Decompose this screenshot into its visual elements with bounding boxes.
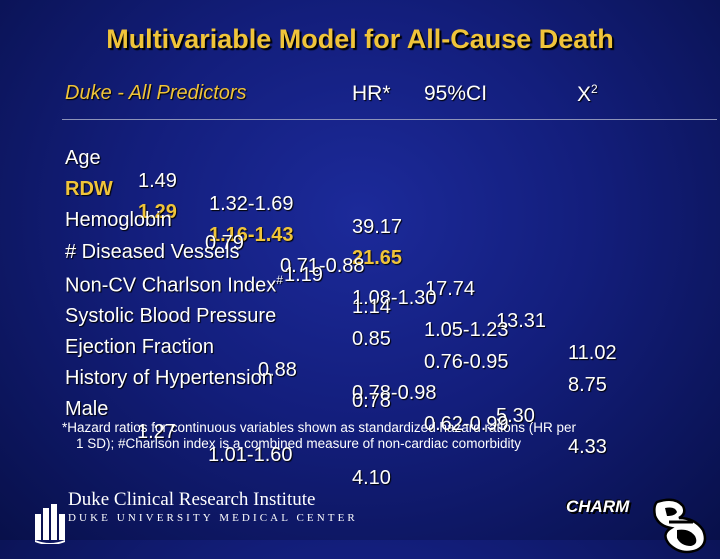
predictor-chi2: 4.10 xyxy=(352,467,391,489)
predictor-hr: 1.29 xyxy=(138,201,177,223)
predictor-ci: 1.16-1.43 xyxy=(209,224,294,246)
predictor-row-charlson-index: Non-CV Charlson Index# 1.14 1.05-1.23 11… xyxy=(65,250,617,365)
predictor-ci: 1.05-1.23 xyxy=(424,319,509,341)
charm-heart-emblem-icon xyxy=(640,478,707,554)
charm-logo: CHARM xyxy=(566,497,630,516)
institute-subtitle: DUKE UNIVERSITY MEDICAL CENTER xyxy=(68,512,358,524)
duke-chapel-icon xyxy=(24,486,65,545)
predictor-hr: 1.27 xyxy=(137,421,176,443)
predictor-name: History of Hypertension xyxy=(65,367,273,389)
slide-title: Multivariable Model for All-Cause Death xyxy=(106,24,614,54)
predictor-ci: 0.62-0.99 xyxy=(424,413,509,435)
predictor-chi2: 5.30 xyxy=(496,405,535,427)
predictor-row-systolic-bp: Systolic Blood Pressure 0.85 0.76-0.95 8… xyxy=(65,282,607,397)
predictor-ci: 0.78-0.98 xyxy=(352,382,437,404)
predictor-hr: 0.79 xyxy=(205,232,244,254)
predictor-name: Ejection Fraction xyxy=(65,336,214,358)
predictor-name: Age xyxy=(65,147,101,169)
predictor-hr: 0.85 xyxy=(352,328,391,350)
predictor-row-male: Male 1.27 1.01-1.60 4.10 xyxy=(65,375,391,490)
predictor-ci: 1.32-1.69 xyxy=(209,193,294,215)
predictor-row-rdw: RDW 1.29 1.16-1.43 21.65 xyxy=(65,155,402,270)
predictor-chi2: 39.17 xyxy=(352,216,403,238)
predictor-hr: 1.14 xyxy=(352,296,391,318)
footnote-marker: # xyxy=(276,273,283,287)
predictor-name: RDW xyxy=(65,178,113,200)
predictor-name: # Diseased Vessels xyxy=(65,241,240,263)
predictor-row-hypertension: History of Hypertension 0.78 0.62-0.99 4… xyxy=(65,344,607,459)
predictor-name: Hemoglobin xyxy=(65,209,172,231)
predictor-ci: 0.71-0.88 xyxy=(280,255,365,277)
predictor-row-hemoglobin: Hemoglobin 0.79 0.71-0.88 17.74 xyxy=(65,186,475,301)
predictor-ci: 1.01-1.60 xyxy=(208,444,293,466)
predictor-chi2: 13.31 xyxy=(496,310,547,332)
predictor-chi2: 21.65 xyxy=(352,247,403,269)
predictor-hr: 0.88 xyxy=(258,359,297,381)
table-header-hr: HR* xyxy=(352,82,391,105)
predictor-row-diseased-vessels: # Diseased Vessels 1.19 1.08-1.30 13.31 xyxy=(65,218,546,333)
predictor-chi2: 11.02 xyxy=(568,342,617,364)
predictor-chi2: 4.33 xyxy=(568,436,607,458)
predictor-hr: 0.78 xyxy=(352,390,391,412)
footnote-line-1: *Hazard ratios for continuous variables … xyxy=(62,420,577,435)
footnote-line-2: 1 SD); #Charlson index is a combined mea… xyxy=(76,436,521,451)
footnote: *Hazard ratios for continuous variables … xyxy=(62,420,702,452)
table-header-label: Duke - All Predictors xyxy=(65,82,247,104)
predictor-chi2: 17.74 xyxy=(425,278,476,300)
predictor-hr: 1.49 xyxy=(138,170,177,192)
predictor-row-ejection-fraction: Ejection Fraction 0.88 0.78-0.98 5.30 xyxy=(65,313,535,428)
predictor-ci: 1.08-1.30 xyxy=(352,287,437,309)
predictor-ci: 0.76-0.95 xyxy=(424,351,509,373)
predictor-row-age: Age 1.49 1.32-1.69 39.17 xyxy=(65,124,402,239)
predictor-name: Non-CV Charlson Index# xyxy=(65,273,283,297)
table-header-ci: 95%CI xyxy=(424,82,488,105)
header-divider xyxy=(62,119,717,120)
predictor-name: Male xyxy=(65,398,109,420)
predictor-hr: 1.19 xyxy=(284,264,323,286)
predictor-name: Systolic Blood Pressure xyxy=(65,305,277,327)
table-header-chi-square: X2 xyxy=(577,82,598,106)
institute-name: Duke Clinical Research Institute xyxy=(68,489,316,510)
predictor-chi2: 8.75 xyxy=(568,374,607,396)
